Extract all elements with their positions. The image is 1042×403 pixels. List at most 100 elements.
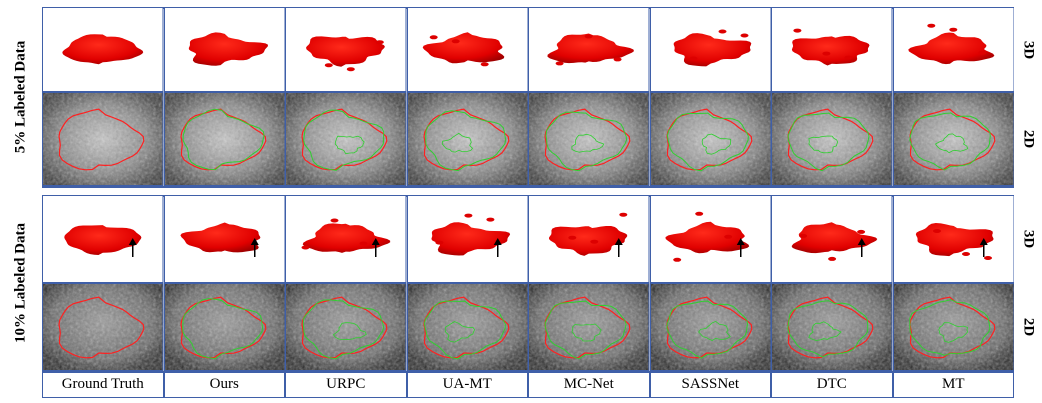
mri-noise	[42, 283, 164, 371]
blob-fragment	[330, 218, 339, 223]
prediction-fragment	[571, 323, 602, 342]
segmentation-blob	[549, 226, 628, 256]
slice-2d	[163, 92, 285, 186]
cell-border	[163, 283, 285, 371]
render-3d	[649, 195, 771, 283]
blob-fragment	[451, 39, 460, 44]
cell-border	[285, 195, 407, 283]
mri-noise	[771, 92, 893, 186]
blob-fragment	[799, 233, 808, 238]
blob-fragment	[822, 51, 831, 56]
blob-fragment	[828, 256, 837, 261]
prediction-fragment	[701, 133, 731, 155]
column-label: MT	[892, 372, 1014, 398]
segmentation-blob	[665, 221, 749, 254]
arrow-head	[128, 238, 137, 245]
render-3d	[892, 7, 1014, 92]
segmentation-blob	[422, 32, 504, 64]
blob-fragment	[983, 256, 992, 260]
ground-truth-contour	[665, 296, 752, 359]
blob-fragment	[375, 40, 384, 45]
ground-truth-contour	[58, 108, 145, 171]
cell-border	[892, 283, 1014, 371]
mri-noise	[163, 92, 285, 186]
cell-border	[285, 92, 407, 186]
segmentation-blob	[306, 36, 385, 67]
slice-2d	[42, 283, 164, 371]
render-3d	[163, 195, 285, 283]
slice-2d	[892, 92, 1014, 186]
cell-border	[771, 283, 893, 371]
slice-2d	[649, 283, 771, 371]
render-3d	[771, 7, 893, 92]
cell-border	[528, 283, 650, 371]
column-label: SASSNet	[649, 372, 771, 398]
render-3d	[42, 7, 164, 92]
ground-truth-contour	[665, 108, 752, 171]
prediction-fragment	[937, 322, 968, 343]
blob-fragment	[480, 62, 489, 67]
blob-fragment	[324, 63, 333, 68]
blob-fragment	[948, 27, 957, 32]
ground-truth-contour	[58, 296, 145, 359]
render-3d	[528, 195, 650, 283]
prediction-contour	[181, 108, 265, 171]
prediction-fragment	[571, 133, 605, 153]
slice-2d	[42, 92, 164, 186]
blob-fragment	[740, 33, 748, 38]
column-label: Ground Truth	[42, 372, 164, 398]
ground-truth-contour	[908, 296, 995, 359]
cell-border	[892, 92, 1014, 186]
arrow-head	[614, 238, 623, 245]
prediction-contour	[544, 300, 627, 360]
cell-border	[42, 7, 164, 92]
slice-2d	[163, 283, 285, 371]
group-label: 10% Labeled Data	[12, 223, 29, 343]
arrow-head	[371, 238, 380, 245]
blob-fragment	[359, 241, 368, 246]
blob-fragment	[694, 211, 703, 216]
mri-noise	[42, 92, 164, 186]
blob-fragment	[723, 234, 732, 239]
slice-2d	[406, 92, 528, 186]
render-3d	[285, 195, 407, 283]
blob-fragment	[857, 229, 866, 234]
column-label: URPC	[285, 372, 407, 398]
blob-fragment	[301, 245, 310, 250]
mri-noise	[892, 92, 1014, 186]
arrow-head	[493, 238, 502, 245]
column-label: DTC	[771, 372, 893, 398]
prediction-fragment	[444, 321, 475, 343]
prediction-contour	[181, 298, 263, 360]
blob-fragment	[429, 35, 438, 40]
blob-fragment	[718, 29, 726, 34]
blob-fragment	[926, 23, 935, 28]
cell-border	[528, 92, 650, 186]
segmentation-blob	[62, 34, 144, 65]
render-3d	[406, 7, 528, 92]
blob-fragment	[844, 55, 853, 60]
mri-noise	[285, 92, 407, 186]
slice-2d	[406, 283, 528, 371]
blob-fragment	[584, 34, 593, 39]
ground-truth-contour	[787, 296, 874, 359]
cell-border	[771, 92, 893, 186]
prediction-contour	[908, 112, 991, 171]
prediction-contour	[302, 299, 385, 360]
column-label: MC-Net	[528, 372, 650, 398]
segmentation-blob	[430, 222, 510, 256]
segmentation-blob	[188, 32, 268, 66]
ground-truth-contour	[179, 296, 266, 359]
row-label: 2D	[1020, 317, 1037, 337]
slice-2d	[771, 283, 893, 371]
prediction-contour	[666, 112, 749, 172]
cell-border	[42, 283, 164, 371]
ground-truth-contour	[179, 108, 266, 171]
mri-noise	[649, 283, 771, 371]
slice-2d	[285, 92, 407, 186]
ground-truth-contour	[422, 296, 509, 359]
blob-fragment	[932, 229, 941, 233]
blob-fragment	[689, 56, 697, 61]
prediction-fragment	[934, 133, 968, 154]
prediction-contour	[545, 111, 628, 172]
